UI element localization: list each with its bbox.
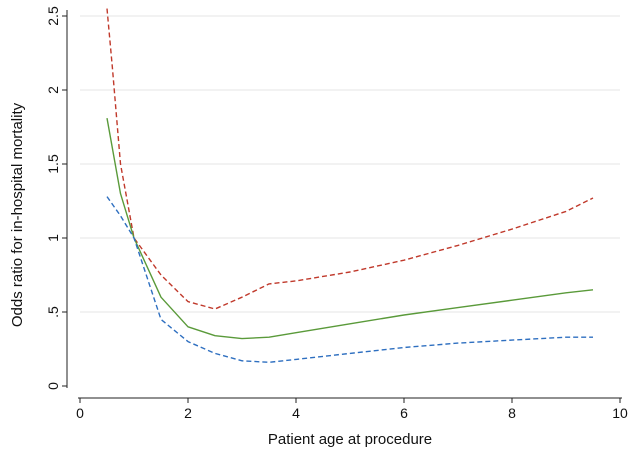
y-tick-label: 0 [45, 382, 61, 390]
y-tick-label: .5 [45, 306, 61, 318]
x-tick-label: 10 [612, 405, 628, 421]
y-tick-label: 1.5 [45, 154, 61, 174]
x-tick-label: 6 [400, 405, 408, 421]
x-axis-title: Patient age at procedure [268, 431, 432, 448]
series-line-1 [106, 8, 594, 310]
y-tick-label: 2.5 [45, 6, 61, 26]
x-tick-label: 0 [76, 405, 84, 421]
series-line-3 [106, 196, 593, 363]
x-tick-label: 4 [292, 405, 300, 421]
series-lines [106, 8, 594, 363]
y-tick-label: 2 [45, 86, 61, 94]
tick-labels: 0 .5 1 1.5 2 2.5 0 2 4 6 8 10 [45, 6, 628, 421]
x-tick-label: 2 [184, 405, 192, 421]
series-line-2 [106, 117, 594, 340]
x-tick-label: 8 [508, 405, 516, 421]
grid-lines [80, 15, 620, 313]
axes [62, 10, 622, 403]
y-axis-title: Odds ratio for in-hospital mortality [9, 102, 26, 327]
y-tick-label: 1 [45, 234, 61, 242]
